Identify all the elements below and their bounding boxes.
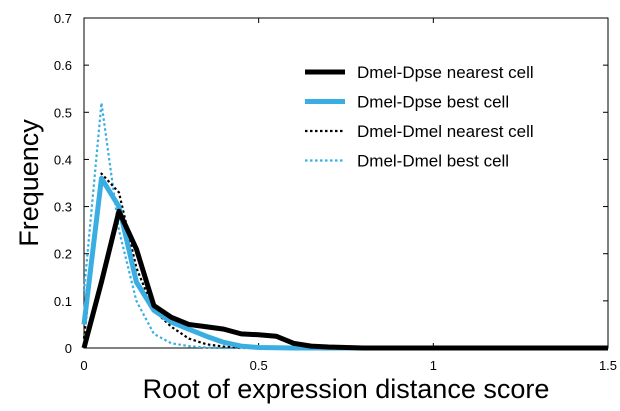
y-axis: 0 0.1 0.2 0.3 0.4 0.5 0.6 0.7: [54, 11, 608, 356]
x-tick-label: 0.5: [250, 358, 268, 373]
y-tick-label: 0: [65, 341, 72, 356]
y-tick-label: 0.4: [54, 152, 72, 167]
y-axis-title: Frequency: [14, 119, 44, 247]
legend-label: Dmel-Dpse best cell: [357, 93, 509, 112]
y-tick-label: 0.2: [54, 247, 72, 262]
series-layer: [81, 101, 608, 351]
legend-label: Dmel-Dmel best cell: [357, 152, 509, 171]
y-tick-label: 0.7: [54, 11, 72, 26]
x-axis: 0 0.5 1 1.5: [80, 18, 617, 373]
legend-label: Dmel-Dmel nearest cell: [357, 122, 534, 141]
x-axis-title: Root of expression distance score: [143, 374, 550, 404]
y-tick-label: 0.5: [54, 105, 72, 120]
series-line-dmel-dmel-nearest-cell: [82, 172, 608, 350]
y-tick-label: 0.1: [54, 294, 72, 309]
x-tick-label: 0: [80, 358, 87, 373]
y-tick-label: 0.3: [54, 200, 72, 215]
series-line-dmel-dpse-nearest-cell: [81, 208, 608, 351]
legend: Dmel-Dpse nearest cell Dmel-Dpse best cel…: [305, 63, 534, 171]
y-tick-label: 0.6: [54, 58, 72, 73]
legend-label: Dmel-Dpse nearest cell: [357, 63, 534, 82]
series-line-dmel-dpse-best-cell: [81, 175, 608, 351]
x-tick-label: 1: [430, 358, 437, 373]
x-tick-label: 1.5: [599, 358, 617, 373]
